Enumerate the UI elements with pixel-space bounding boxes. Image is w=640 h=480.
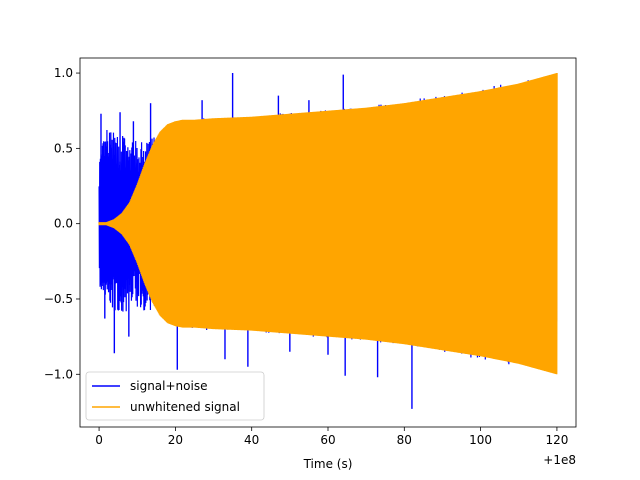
y-tick-label: 0.0: [54, 217, 73, 231]
x-tick-label: 80: [397, 433, 412, 447]
legend-label-0: signal+noise: [130, 379, 207, 393]
legend: signal+noise unwhitened signal: [85, 371, 265, 421]
x-axis-offset-text: +1e8: [543, 453, 576, 467]
y-tick-label: −1.0: [44, 367, 73, 381]
x-tick-label: 100: [469, 433, 492, 447]
x-tick-label: 20: [168, 433, 183, 447]
series-1: [98, 73, 558, 375]
y-tick-label: 0.5: [54, 141, 73, 155]
x-tick-label: 40: [244, 433, 259, 447]
series-line-1: [98, 73, 558, 375]
y-tick-label: 1.0: [54, 66, 73, 80]
y-axis: −1.0 −0.5 0.0 0.5 1.0: [44, 66, 80, 381]
legend-label-1: unwhitened signal: [130, 400, 240, 414]
y-tick-label: −0.5: [44, 292, 73, 306]
legend-box: [85, 371, 265, 421]
x-tick-label: 0: [95, 433, 103, 447]
x-tick-label: 120: [545, 433, 568, 447]
x-axis-label: Time (s): [303, 457, 353, 471]
plot-area: [98, 73, 558, 409]
x-tick-label: 60: [320, 433, 335, 447]
x-axis: 0 20 40 60 80 100 120: [95, 427, 568, 447]
